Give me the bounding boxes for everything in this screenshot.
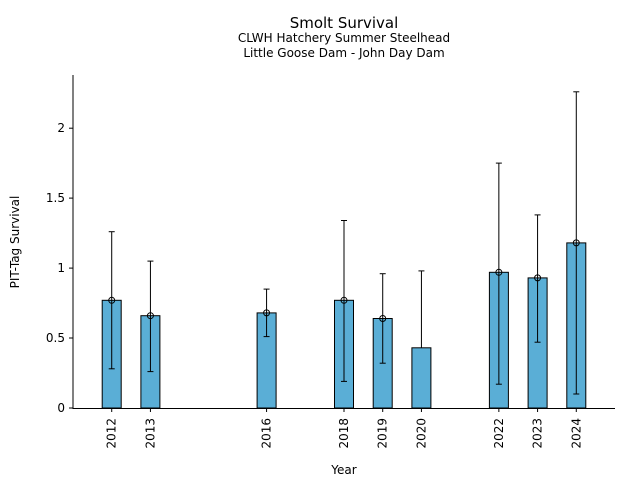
y-axis-label: PIT-Tag Survival xyxy=(8,196,22,289)
x-tick-label-2020: 2020 xyxy=(414,418,428,449)
y-ticks-layer: 0 0.5 1 1.5 2 xyxy=(46,121,73,415)
x-tick-label-2016: 2016 xyxy=(260,418,274,449)
markers-layer xyxy=(108,239,580,322)
x-tick-label-2018: 2018 xyxy=(337,418,351,449)
chart-subtitle-line-1: CLWH Hatchery Summer Steelhead xyxy=(238,31,450,45)
point-marker-2018 xyxy=(340,296,348,304)
x-axis-label: Year xyxy=(330,463,356,477)
point-marker-2022 xyxy=(495,268,503,276)
x-tick-label-2012: 2012 xyxy=(105,418,119,449)
point-marker-2024 xyxy=(572,239,580,247)
x-tick-label-2023: 2023 xyxy=(531,418,545,449)
point-marker-2013 xyxy=(146,312,154,320)
y-tick-label-4: 2 xyxy=(57,121,65,135)
chart-title: Smolt Survival xyxy=(290,14,399,32)
x-tick-label-2019: 2019 xyxy=(376,418,390,449)
point-marker-2012 xyxy=(108,296,116,304)
bar-2020 xyxy=(411,347,432,409)
point-marker-2023 xyxy=(534,274,542,282)
x-tick-label-2013: 2013 xyxy=(143,418,157,449)
point-marker-2019 xyxy=(379,315,387,322)
chart-subtitle-line-2: Little Goose Dam - John Day Dam xyxy=(243,46,444,60)
x-tick-label-2022: 2022 xyxy=(492,418,506,449)
x-tick-label-2024: 2024 xyxy=(569,418,583,449)
error-bars-layer xyxy=(108,91,580,395)
y-tick-label-3: 1.5 xyxy=(46,191,65,205)
x-ticks-layer: 2012 2013 2016 2018 2019 2020 2022 2023 2024 xyxy=(105,408,583,449)
y-tick-label-2: 1 xyxy=(57,261,65,275)
point-marker-2016 xyxy=(263,309,271,317)
y-tick-label-1: 0.5 xyxy=(46,331,65,345)
y-tick-label-0: 0 xyxy=(57,401,65,415)
